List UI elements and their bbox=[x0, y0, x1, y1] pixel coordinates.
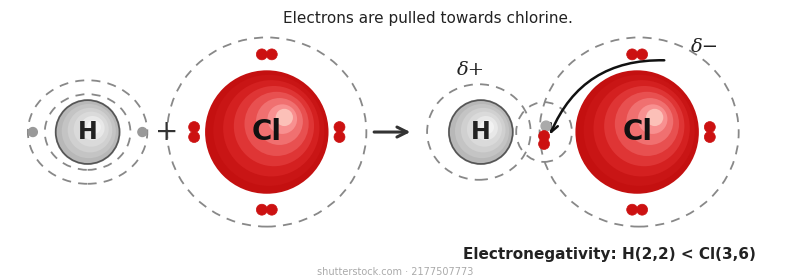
Text: Electronegativity: H(2,2) < Cl(3,6): Electronegativity: H(2,2) < Cl(3,6) bbox=[463, 247, 756, 262]
Circle shape bbox=[480, 120, 494, 134]
Circle shape bbox=[646, 109, 663, 126]
Circle shape bbox=[474, 116, 498, 140]
Circle shape bbox=[467, 112, 502, 147]
Text: Cl: Cl bbox=[252, 118, 281, 146]
Circle shape bbox=[245, 92, 308, 156]
Circle shape bbox=[576, 70, 699, 194]
Circle shape bbox=[461, 108, 506, 152]
Circle shape bbox=[637, 49, 648, 60]
Circle shape bbox=[213, 75, 324, 186]
Circle shape bbox=[276, 109, 293, 126]
Circle shape bbox=[256, 98, 303, 145]
Circle shape bbox=[704, 122, 716, 132]
Circle shape bbox=[541, 121, 551, 131]
Circle shape bbox=[615, 92, 679, 156]
Circle shape bbox=[87, 120, 101, 134]
Circle shape bbox=[334, 132, 345, 143]
Text: shutterstock.com · 2177507773: shutterstock.com · 2177507773 bbox=[317, 267, 473, 277]
Circle shape bbox=[256, 49, 267, 60]
Circle shape bbox=[594, 80, 690, 176]
Text: +: + bbox=[154, 118, 178, 146]
Circle shape bbox=[205, 70, 328, 194]
Circle shape bbox=[138, 128, 147, 137]
Circle shape bbox=[637, 204, 648, 215]
Circle shape bbox=[256, 204, 267, 215]
Circle shape bbox=[638, 104, 668, 134]
Circle shape bbox=[334, 122, 345, 132]
Circle shape bbox=[626, 204, 638, 215]
Circle shape bbox=[62, 104, 116, 158]
Text: Electrons are pulled towards chlorine.: Electrons are pulled towards chlorine. bbox=[283, 11, 573, 26]
Circle shape bbox=[267, 104, 297, 134]
Circle shape bbox=[266, 49, 277, 60]
Circle shape bbox=[234, 86, 314, 166]
Circle shape bbox=[626, 98, 673, 145]
Circle shape bbox=[538, 130, 549, 141]
Circle shape bbox=[80, 116, 105, 140]
Circle shape bbox=[29, 128, 37, 137]
Circle shape bbox=[266, 204, 277, 215]
Circle shape bbox=[74, 112, 109, 147]
Circle shape bbox=[455, 104, 509, 158]
Circle shape bbox=[604, 86, 684, 166]
Circle shape bbox=[188, 132, 200, 143]
Text: Cl: Cl bbox=[622, 118, 652, 146]
Circle shape bbox=[584, 75, 695, 186]
Circle shape bbox=[68, 108, 112, 152]
Circle shape bbox=[704, 132, 716, 143]
Circle shape bbox=[449, 100, 513, 164]
Text: H: H bbox=[471, 120, 491, 144]
Circle shape bbox=[56, 100, 119, 164]
Circle shape bbox=[223, 80, 320, 176]
Text: H: H bbox=[78, 120, 98, 144]
Text: δ−: δ− bbox=[691, 38, 719, 56]
Circle shape bbox=[626, 49, 638, 60]
Circle shape bbox=[538, 139, 549, 150]
Text: δ+: δ+ bbox=[457, 61, 485, 79]
Circle shape bbox=[188, 122, 200, 132]
